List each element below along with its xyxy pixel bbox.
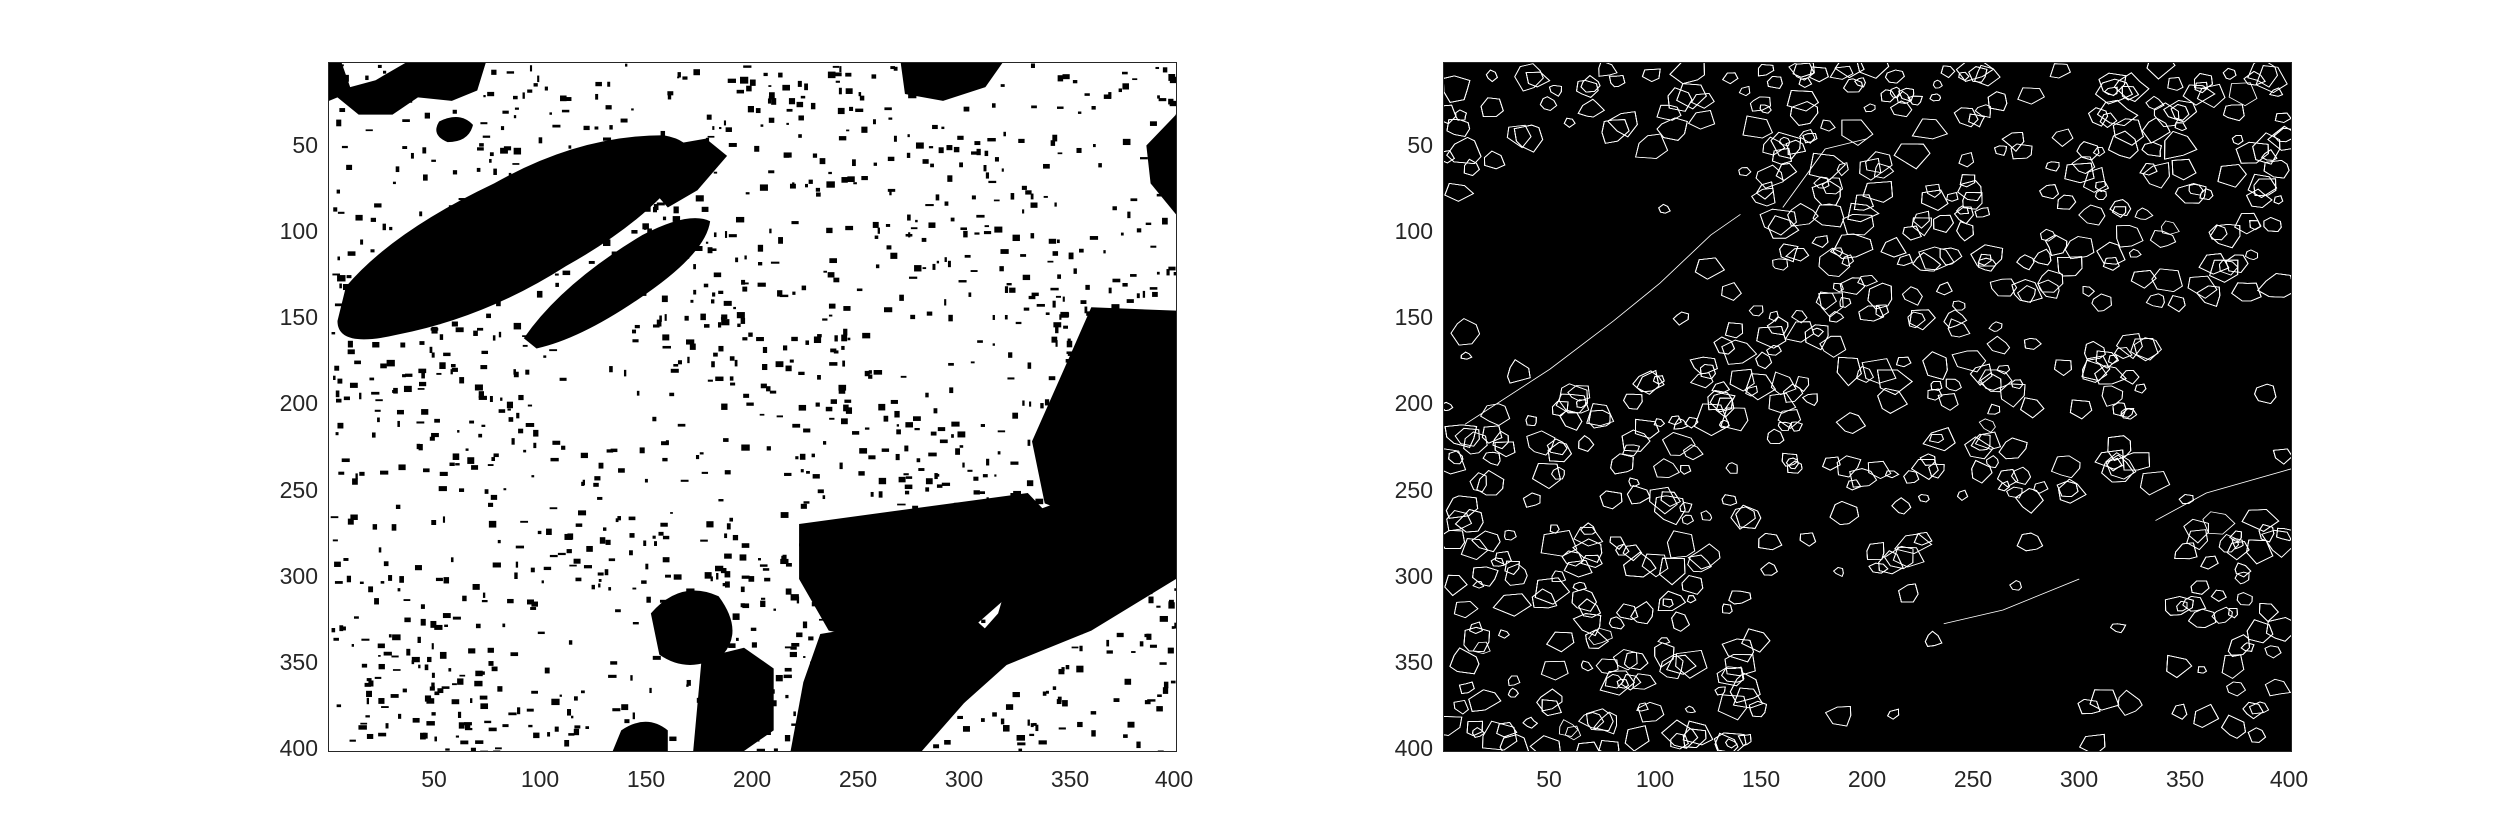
x-tick-label: 300 — [944, 766, 984, 792]
y-tick-label: 400 — [279, 735, 318, 761]
edge-image-axes — [1443, 62, 2292, 752]
dark-region-lower-left-rect — [693, 647, 774, 751]
x-tick-label: 50 — [1536, 766, 1562, 792]
x-tick-label: 250 — [838, 766, 878, 792]
x-tick-label: 200 — [1847, 766, 1887, 792]
dark-region-lower-bottom — [790, 609, 1007, 751]
y-tick-label: 100 — [1394, 218, 1433, 244]
y-tick-label: 50 — [1407, 132, 1433, 158]
dark-region-lower-central — [799, 493, 1058, 648]
dark-region-top-left-blob — [329, 63, 486, 115]
x-tick-label: 100 — [1635, 766, 1675, 792]
y-tick-label: 350 — [1394, 649, 1433, 675]
x-tick-label: 100 — [520, 766, 560, 792]
binary-image-axes — [328, 62, 1177, 752]
x-tick-label: 400 — [1154, 766, 1194, 792]
dark-region-narrow-lozenge — [523, 218, 711, 349]
binary-image — [329, 63, 1176, 751]
binary-dark-regions — [329, 63, 1176, 751]
dark-region-upper-squares — [646, 138, 728, 208]
dark-region-lower-left-blob — [650, 590, 733, 665]
x-tick-label: 350 — [2165, 766, 2205, 792]
y-tick-label: 400 — [1394, 735, 1433, 761]
edge-image-panel: 50 100 150 200 250 300 350 400 50 100 15… — [1395, 62, 2308, 791]
y-tick-label: 200 — [279, 390, 318, 416]
y-tick-label: 250 — [279, 477, 318, 503]
x-tick-label: 250 — [1953, 766, 1993, 792]
binary-image-panel: 50 100 150 200 250 300 350 400 50 100 15… — [280, 62, 1193, 791]
x-tick-label: 50 — [421, 766, 447, 792]
dark-region-diagonal-band — [943, 458, 1176, 703]
y-tick-label: 150 — [1394, 304, 1433, 330]
dark-region-bottom-small — [612, 721, 668, 751]
x-tick-label: 350 — [1050, 766, 1090, 792]
y-tick-label: 250 — [1394, 477, 1433, 503]
x-tick-label: 150 — [1741, 766, 1781, 792]
y-tick-label: 350 — [279, 649, 318, 675]
x-tick-label: 150 — [626, 766, 666, 792]
y-tick-label: 150 — [279, 304, 318, 330]
y-tick-label: 200 — [1394, 390, 1433, 416]
y-tick-label: 50 — [292, 132, 318, 158]
dark-region-small-top — [436, 117, 473, 143]
x-tick-label: 400 — [2269, 766, 2309, 792]
edge-image — [1444, 63, 2291, 751]
dark-region-top-right-blob — [900, 63, 1003, 101]
edge-mesh — [1444, 63, 2291, 751]
y-tick-label: 300 — [279, 563, 318, 589]
x-tick-label: 300 — [2059, 766, 2099, 792]
dark-region-large-lozenge — [337, 135, 690, 340]
y-tick-label: 300 — [1394, 563, 1433, 589]
dark-region-right-edge — [1146, 114, 1176, 215]
y-tick-label: 100 — [279, 218, 318, 244]
x-tick-label: 200 — [732, 766, 772, 792]
